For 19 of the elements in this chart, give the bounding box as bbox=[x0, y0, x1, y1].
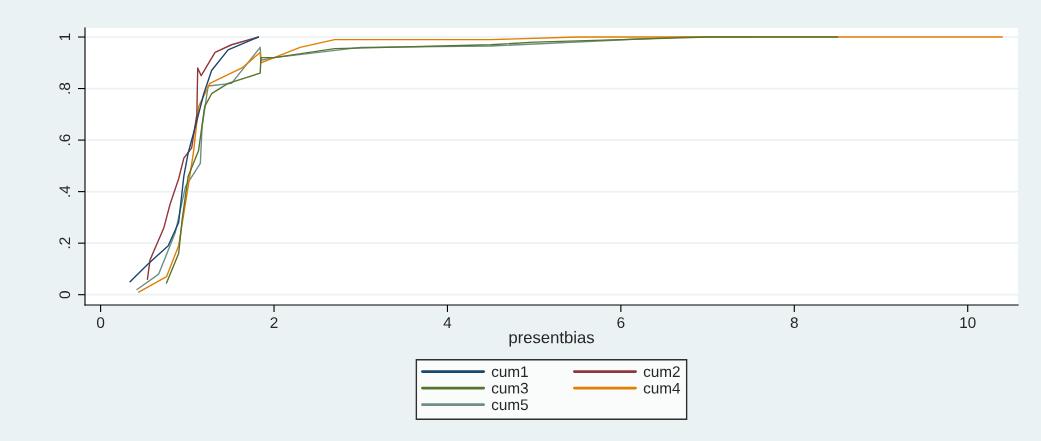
x-tick-label: 2 bbox=[270, 317, 278, 328]
line-series bbox=[165, 36, 839, 284]
x-tick-label: 6 bbox=[617, 317, 625, 329]
y-tick-label: .8 bbox=[59, 82, 71, 94]
x-tick-label: 10 bbox=[960, 317, 976, 329]
legend-label: cum4 bbox=[643, 382, 681, 394]
x-tick-label: 0 bbox=[96, 317, 105, 329]
legend-label: cum3 bbox=[491, 382, 528, 394]
y-tick-label: 0 bbox=[59, 291, 71, 299]
legend-label: cum2 bbox=[643, 366, 680, 378]
x-axis-title: presentbias bbox=[509, 331, 594, 347]
y-tick-label: 1 bbox=[59, 33, 71, 41]
y-tick-label: .2 bbox=[59, 237, 71, 249]
legend-label: cum1 bbox=[491, 366, 528, 378]
y-tick-label: .6 bbox=[59, 134, 71, 146]
legend-label: cum5 bbox=[491, 399, 528, 411]
x-tick-label: 4 bbox=[443, 317, 452, 328]
x-tick-label: 8 bbox=[790, 317, 798, 329]
y-tick-label: .4 bbox=[59, 185, 71, 197]
